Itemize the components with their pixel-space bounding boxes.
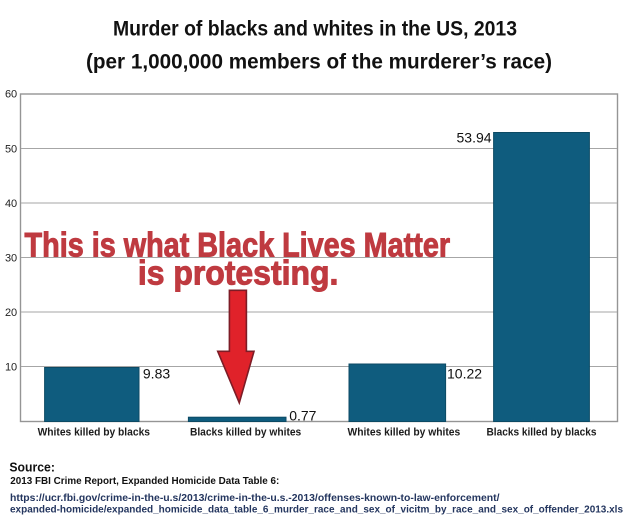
svg-text:20: 20: [5, 307, 17, 319]
svg-text:53.94: 53.94: [457, 130, 492, 146]
svg-text:is protesting.: is protesting.: [138, 255, 339, 293]
svg-text:60: 60: [5, 89, 17, 101]
svg-text:0.77: 0.77: [289, 407, 316, 423]
svg-text:Blacks killed by blacks: Blacks killed by blacks: [487, 427, 597, 439]
svg-text:https://ucr.fbi.gov/crime-in-t: https://ucr.fbi.gov/crime-in-the-u.s/201…: [10, 492, 500, 504]
svg-text:Whites killed by blacks: Whites killed by blacks: [38, 427, 150, 439]
svg-text:Murder of blacks and whites in: Murder of blacks and whites in the US, 2…: [113, 17, 517, 40]
svg-text:(per 1,000,000 members of the: (per 1,000,000 members of the murderer’s…: [86, 51, 552, 74]
svg-text:Blacks killed by whites: Blacks killed by whites: [190, 427, 301, 439]
svg-text:Source:: Source:: [9, 460, 55, 475]
svg-text:10: 10: [5, 362, 17, 374]
svg-text:expanded-homicide/expanded_hom: expanded-homicide/expanded_homicide_data…: [10, 504, 623, 516]
svg-text:9.83: 9.83: [143, 365, 170, 381]
svg-text:Whites killed by whites: Whites killed by whites: [348, 427, 461, 439]
svg-text:30: 30: [5, 253, 17, 265]
svg-text:50: 50: [5, 143, 17, 155]
svg-text:This is what Black Lives Matte: This is what Black Lives Matter: [25, 227, 451, 265]
svg-text:40: 40: [5, 198, 17, 210]
svg-text:2013 FBI Crime Report, Expande: 2013 FBI Crime Report, Expanded Homicide…: [10, 476, 279, 487]
svg-text:10.22: 10.22: [447, 366, 482, 382]
